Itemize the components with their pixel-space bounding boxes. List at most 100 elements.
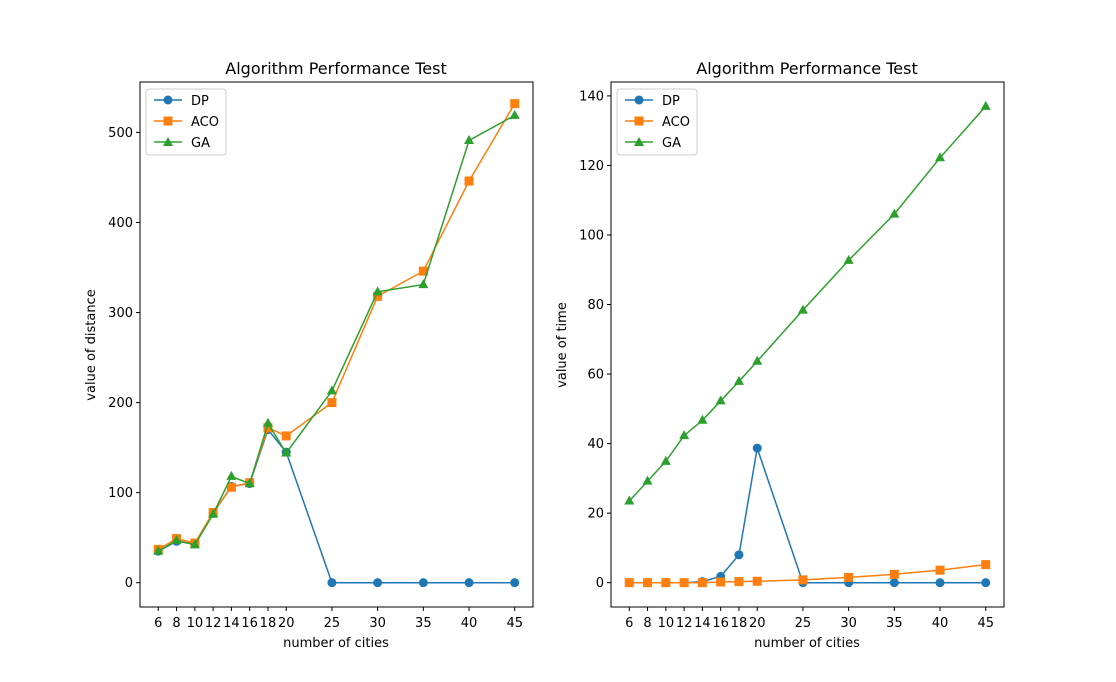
series-line-dp xyxy=(629,447,986,584)
x-tick-label: 25 xyxy=(324,616,341,631)
legend-box xyxy=(145,88,227,156)
x-tick-label: 35 xyxy=(415,616,432,631)
data-point-ga xyxy=(171,534,182,544)
x-tick-label: 10 xyxy=(658,616,675,631)
x-tick-label: 10 xyxy=(187,616,204,631)
data-point-dp xyxy=(510,578,520,588)
legend-label: ACO xyxy=(662,115,690,130)
data-point-ga xyxy=(244,478,255,488)
data-point-ga xyxy=(697,414,708,424)
data-point-aco xyxy=(624,578,634,588)
legend-entry-dp: DP xyxy=(154,94,209,109)
y-tick-label: 400 xyxy=(108,216,133,231)
y-tick-label: 200 xyxy=(108,396,133,411)
x-axis-label: number of cities xyxy=(754,636,860,651)
x-tick-label: 40 xyxy=(932,616,949,631)
data-point-aco xyxy=(716,577,726,587)
y-tick-label: 80 xyxy=(587,298,604,313)
y-tick-label: 20 xyxy=(587,507,604,522)
y-tick-label: 100 xyxy=(579,228,604,243)
data-point-ga xyxy=(418,279,429,289)
data-point-aco xyxy=(226,482,236,492)
y-tick-label: 0 xyxy=(596,576,604,591)
legend-entry-ga: GA xyxy=(154,136,210,151)
chart-title: Algorithm Performance Test xyxy=(696,59,917,78)
data-point-ga xyxy=(281,447,292,457)
data-point-aco xyxy=(643,578,653,588)
data-point-ga xyxy=(372,286,383,296)
x-tick-label: 14 xyxy=(223,616,240,631)
x-tick-label: 18 xyxy=(731,616,748,631)
y-axis-label: value of time xyxy=(555,302,570,388)
data-point-aco xyxy=(327,398,337,408)
plot-area: 6 8 10 12 14 16 18 20 25 30 35 40 450204060801001201… xyxy=(579,89,994,631)
legend-marker xyxy=(163,137,173,146)
data-point-dp xyxy=(889,578,899,588)
data-point-aco xyxy=(510,99,520,109)
legend-entry-aco: ACO xyxy=(625,115,690,130)
x-tick-label: 20 xyxy=(749,616,766,631)
data-point-ga xyxy=(624,495,635,505)
legend-label: DP xyxy=(662,94,680,109)
x-tick-label: 30 xyxy=(369,616,386,631)
legend: DP ACO GA xyxy=(616,88,698,156)
data-point-dp xyxy=(981,578,991,588)
y-tick-label: 0 xyxy=(125,576,133,591)
y-tick-label: 300 xyxy=(108,306,133,321)
data-point-ga xyxy=(509,109,520,119)
x-tick-label: 8 xyxy=(172,616,180,631)
y-tick-label: 100 xyxy=(108,486,133,501)
y-axis-label: value of distance xyxy=(84,289,99,400)
data-point-ga xyxy=(715,395,726,405)
x-tick-label: 6 xyxy=(625,616,633,631)
data-point-ga xyxy=(464,135,475,145)
x-tick-label: 16 xyxy=(712,616,729,631)
legend-marker xyxy=(163,116,173,126)
data-point-dp xyxy=(327,578,337,588)
legend-entry-ga: GA xyxy=(625,136,681,151)
x-tick-label: 35 xyxy=(886,616,903,631)
data-point-dp xyxy=(373,578,383,588)
series-line-ga xyxy=(628,105,987,502)
data-point-ga xyxy=(889,208,900,218)
x-tick-label: 14 xyxy=(694,616,711,631)
x-tick-label: 30 xyxy=(840,616,857,631)
x-tick-label: 12 xyxy=(676,616,693,631)
data-point-ga xyxy=(980,100,991,110)
legend-label: GA xyxy=(191,136,210,151)
x-tick-label: 18 xyxy=(260,616,277,631)
y-tick-label: 120 xyxy=(579,159,604,174)
series-line-aco xyxy=(157,103,516,551)
data-point-aco xyxy=(981,560,991,570)
legend-entry-aco: ACO xyxy=(154,115,219,130)
legend-marker xyxy=(163,95,173,105)
x-axis-label: number of cities xyxy=(283,636,389,651)
data-point-ga xyxy=(935,152,946,162)
x-tick-label: 8 xyxy=(643,616,651,631)
data-point-ga xyxy=(262,417,273,427)
data-point-aco xyxy=(679,578,689,588)
data-point-aco xyxy=(935,565,945,575)
data-point-aco xyxy=(734,577,744,587)
axes-frame xyxy=(139,81,534,608)
data-point-dp xyxy=(935,578,945,588)
legend: DP ACO GA xyxy=(145,88,227,156)
x-tick-label: 45 xyxy=(977,616,994,631)
legend-label: DP xyxy=(191,94,209,109)
legend-marker xyxy=(634,95,644,105)
y-tick-label: 60 xyxy=(587,368,604,383)
legend-label: GA xyxy=(662,136,681,151)
x-tick-label: 12 xyxy=(205,616,222,631)
y-tick-label: 500 xyxy=(108,126,133,141)
y-tick-label: 140 xyxy=(579,89,604,104)
data-point-ga xyxy=(153,545,164,555)
data-point-aco xyxy=(373,291,383,301)
legend-label: ACO xyxy=(191,115,219,130)
data-point-aco xyxy=(464,176,474,186)
data-point-ga xyxy=(679,430,690,440)
y-tick-label: 40 xyxy=(587,437,604,452)
data-point-aco xyxy=(418,266,428,276)
data-point-dp xyxy=(752,443,762,453)
series-line-dp xyxy=(157,428,515,584)
